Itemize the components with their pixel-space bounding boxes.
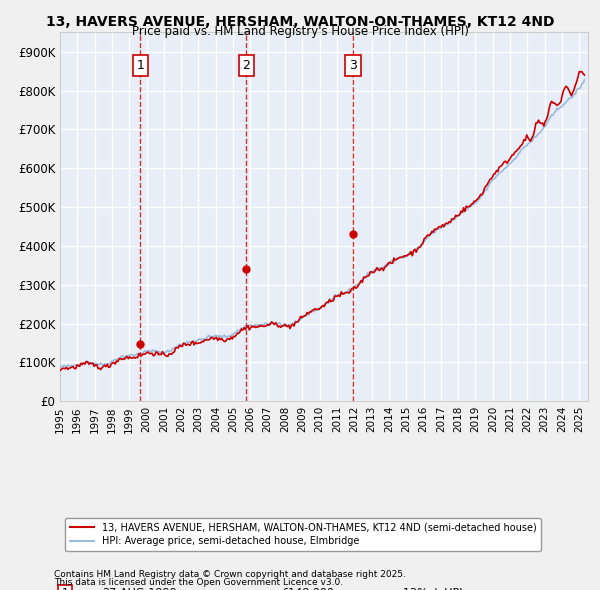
Text: 1: 1	[62, 588, 69, 590]
Text: Price paid vs. HM Land Registry's House Price Index (HPI): Price paid vs. HM Land Registry's House …	[131, 25, 469, 38]
Legend: 13, HAVERS AVENUE, HERSHAM, WALTON-ON-THAMES, KT12 4ND (semi-detached house), HP: 13, HAVERS AVENUE, HERSHAM, WALTON-ON-TH…	[65, 517, 541, 551]
Text: 13, HAVERS AVENUE, HERSHAM, WALTON-ON-THAMES, KT12 4ND: 13, HAVERS AVENUE, HERSHAM, WALTON-ON-TH…	[46, 15, 554, 29]
Text: 12% ↓ HPI: 12% ↓ HPI	[403, 588, 463, 590]
Text: 1: 1	[137, 59, 145, 72]
Text: 27-AUG-1999: 27-AUG-1999	[102, 588, 177, 590]
Text: £148,000: £148,000	[282, 588, 335, 590]
Text: 3: 3	[349, 59, 357, 72]
Text: Contains HM Land Registry data © Crown copyright and database right 2025.: Contains HM Land Registry data © Crown c…	[54, 571, 406, 579]
Text: 2: 2	[242, 59, 250, 72]
Text: This data is licensed under the Open Government Licence v3.0.: This data is licensed under the Open Gov…	[54, 578, 343, 587]
